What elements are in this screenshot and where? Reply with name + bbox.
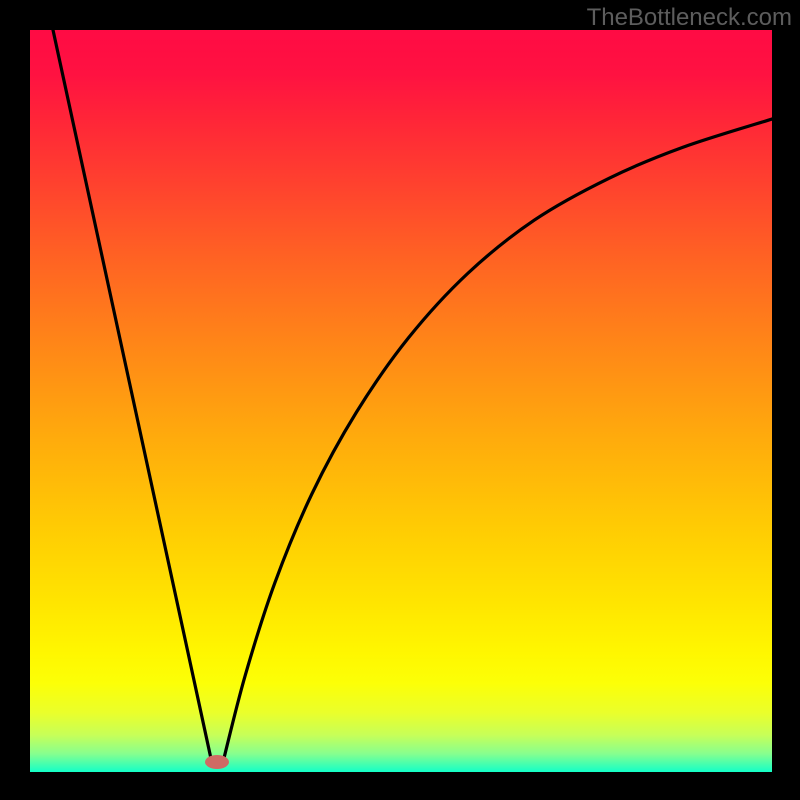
plot-area [30, 30, 772, 772]
chart-container: TheBottleneck.com [0, 0, 800, 800]
curve-left-branch [53, 30, 212, 762]
optimal-point-marker [205, 755, 229, 769]
curve-right-branch [223, 119, 772, 762]
watermark-text: TheBottleneck.com [587, 4, 792, 32]
bottleneck-curve [30, 30, 772, 772]
